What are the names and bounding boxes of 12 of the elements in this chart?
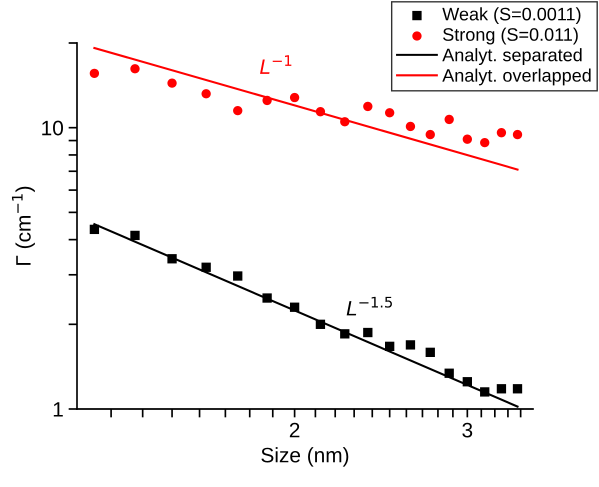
y-axis-title: Γ (cm$^{−1}$)	[12, 186, 35, 265]
x-axis-title: Size (nm)	[261, 447, 348, 467]
x-tick-label: 3	[462, 422, 472, 438]
y-tick-label: 10	[42, 120, 63, 136]
legend-label: Weak (S=0.0011)	[442, 7, 580, 24]
annotation: L$^{−1.5}$	[346, 296, 392, 316]
legend-label: Strong (S=0.011)	[443, 28, 578, 44]
legend-label: Analyt. overlapped	[442, 68, 591, 86]
y-tick-label: 1	[54, 402, 63, 417]
x-tick-label: 2	[290, 422, 300, 438]
annotation: L$^{−1}$	[260, 55, 292, 74]
legend-label: Analyt. separated	[442, 48, 582, 65]
